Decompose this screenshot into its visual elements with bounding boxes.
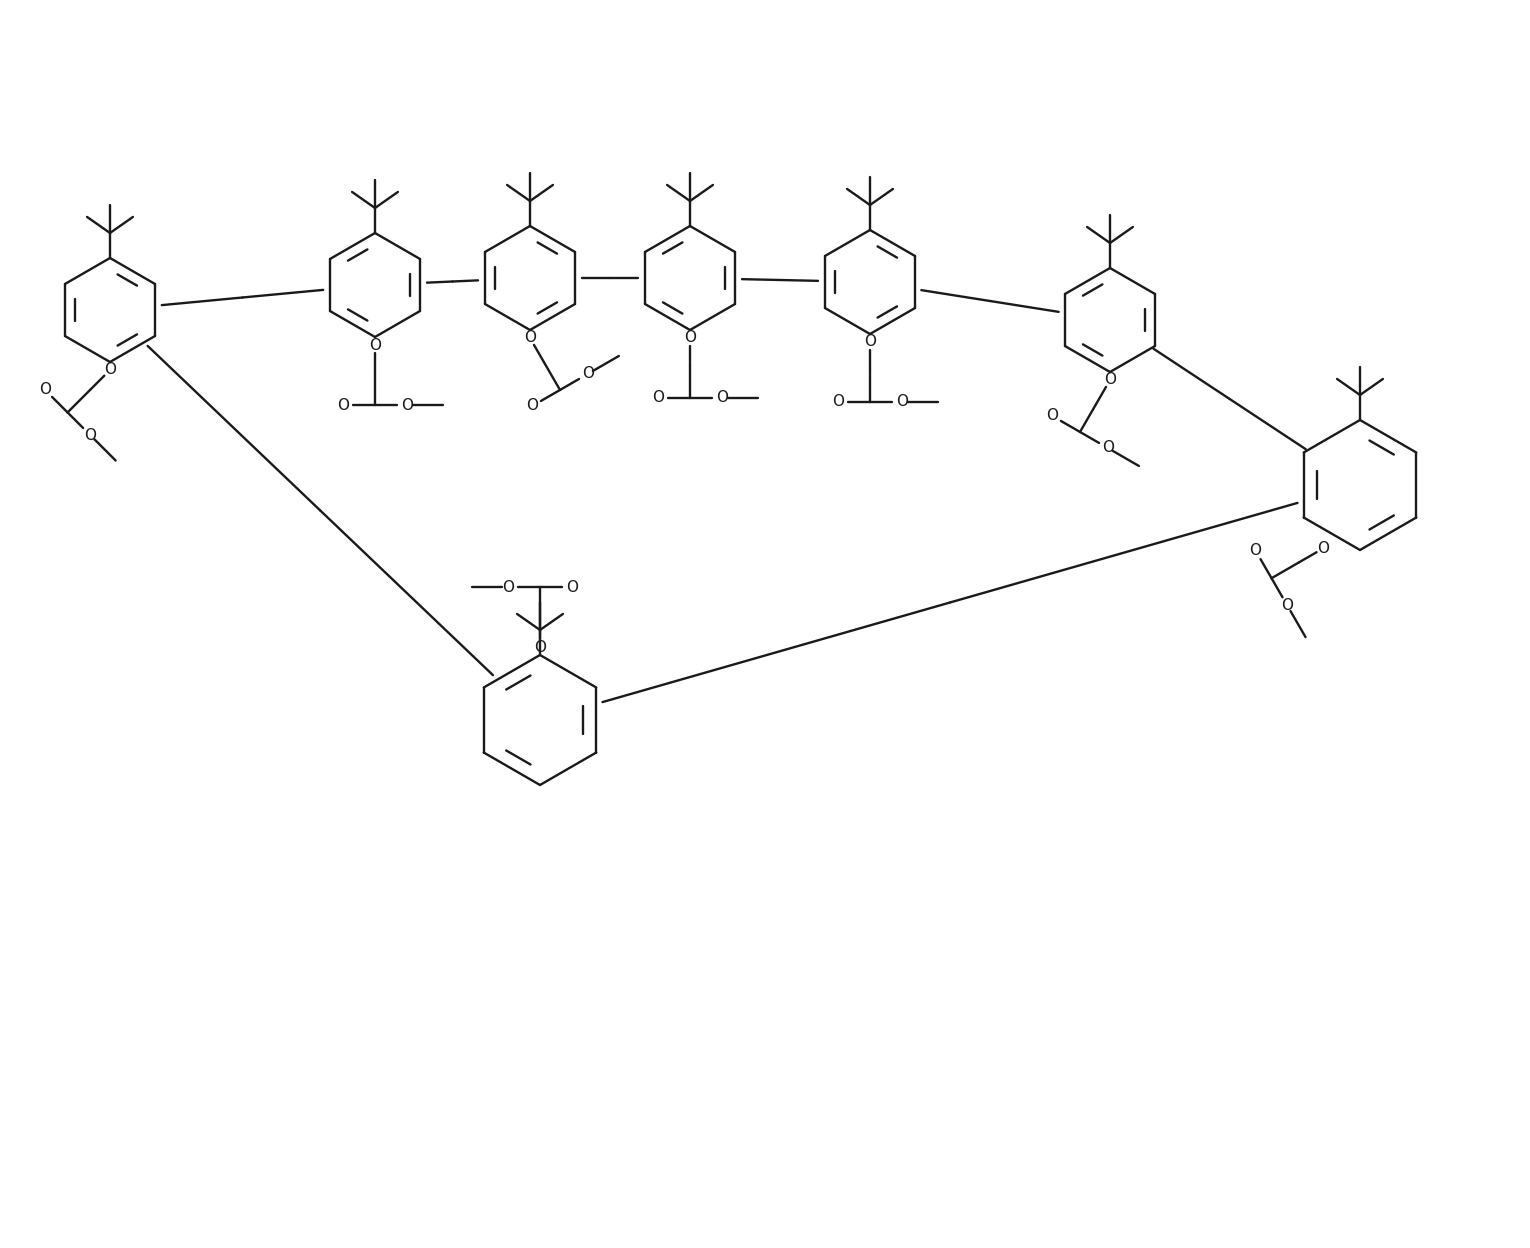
Text: O: O [832, 394, 845, 409]
Text: O: O [401, 398, 413, 413]
Text: O: O [1047, 408, 1059, 423]
Text: O: O [523, 331, 535, 346]
Text: O: O [369, 337, 381, 352]
Text: O: O [534, 639, 546, 654]
Text: O: O [566, 579, 578, 594]
Text: O: O [38, 382, 50, 397]
Text: O: O [1102, 441, 1114, 456]
Text: O: O [502, 579, 514, 594]
Text: O: O [652, 391, 664, 406]
Text: O: O [1250, 543, 1262, 558]
Text: O: O [526, 398, 539, 413]
Text: O: O [84, 428, 96, 443]
Text: O: O [337, 398, 349, 413]
Text: O: O [864, 334, 877, 349]
Text: O: O [1317, 540, 1330, 555]
Text: O: O [897, 394, 907, 409]
Text: O: O [684, 331, 696, 346]
Text: O: O [581, 367, 594, 382]
Text: O: O [104, 362, 116, 377]
Text: O: O [1282, 599, 1293, 614]
Text: O: O [716, 391, 728, 406]
Text: O: O [1105, 372, 1115, 387]
